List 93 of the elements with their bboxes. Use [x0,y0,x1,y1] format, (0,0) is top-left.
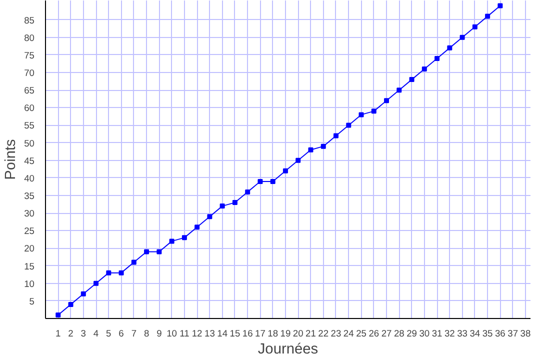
y-tick-label: 15 [24,261,35,272]
x-tick-label: 23 [330,328,342,338]
y-tick-label: 85 [24,15,35,26]
x-tick-label: 37 [508,328,518,338]
point [56,312,61,318]
y-tick-label: 40 [24,173,35,184]
y-tick-label: 30 [24,208,35,219]
y-tick-label: 25 [24,226,35,236]
x-tick-label: 24 [343,328,354,338]
x-tick-label: 18 [268,328,278,338]
x-tick-label: 27 [381,328,392,338]
x-tick-label: 7 [131,328,137,338]
x-tick-label: 36 [495,328,506,338]
x-tick-label: 9 [156,328,162,338]
x-tick-label: 4 [93,328,99,338]
y-tick-label: 5 [29,296,35,306]
y-tick-label: 65 [24,86,35,96]
x-tick-label: 38 [520,328,531,338]
point [258,178,263,184]
point [131,260,136,265]
y-axis-title: Points [3,139,20,180]
y-tick-label: 70 [24,68,35,78]
x-tick-label: 35 [482,328,493,338]
point [194,224,200,230]
y-tick-label: 50 [24,138,35,148]
point [485,14,490,19]
point [371,108,376,114]
x-tick-label: 15 [230,328,240,338]
x-tick-label: 10 [166,328,178,338]
x-tick-label: 26 [368,328,380,338]
x-tick-label: 31 [432,328,442,338]
y-tick-label: 35 [24,191,35,202]
point [144,249,150,254]
point [346,122,352,128]
x-tick-label: 29 [406,328,417,338]
point [320,144,326,149]
y-tick-label: 45 [24,156,35,166]
y-tick-label: 55 [24,120,35,131]
point [296,158,301,163]
x-tick-label: 5 [106,328,112,338]
point [498,3,503,8]
x-axis-title: Journées [258,342,318,358]
point [447,45,452,50]
point [358,112,364,118]
x-tick-label: 6 [118,328,124,338]
point [472,24,478,30]
x-tick-label: 16 [242,328,253,338]
point [94,280,99,286]
point [396,88,402,93]
point [80,291,86,296]
point [68,302,74,307]
point [156,249,162,254]
y-tick-label: 80 [24,32,35,43]
point [333,133,338,138]
point [460,34,465,40]
point [207,214,212,220]
point [308,147,314,152]
y-tick-label: 75 [24,50,35,60]
point [220,204,225,209]
point [384,98,390,104]
x-tick-label: 13 [204,328,215,338]
x-tick-label: 1 [56,328,61,338]
x-tick-label: 21 [306,328,316,338]
x-tick-label: 14 [217,328,228,338]
point [232,200,238,206]
x-tick-label: 22 [318,328,329,338]
y-tick-label: 10 [24,278,35,289]
point [106,270,112,276]
point [422,66,427,72]
x-tick-label: 2 [68,328,74,338]
x-tick-label: 3 [80,328,86,338]
x-tick-label: 34 [470,328,480,338]
point [118,270,124,276]
x-tick-label: 12 [192,328,202,338]
x-tick-label: 28 [394,328,404,338]
x-tick-label: 20 [292,328,304,338]
x-tick-label: 33 [457,328,468,338]
point [409,77,414,82]
point [182,235,187,240]
point [434,56,440,61]
x-tick-label: 25 [356,328,366,338]
y-tick-label: 60 [24,103,35,114]
point [282,168,288,174]
x-tick-label: 19 [280,328,291,338]
x-tick-label: 32 [444,328,455,338]
point [169,238,174,244]
y-tick-label: 20 [24,244,35,254]
point [245,190,250,195]
point [270,178,276,184]
x-tick-label: 17 [255,328,266,338]
x-tick-label: 30 [419,328,430,338]
x-tick-label: 11 [180,328,190,338]
x-tick-label: 8 [144,328,150,338]
